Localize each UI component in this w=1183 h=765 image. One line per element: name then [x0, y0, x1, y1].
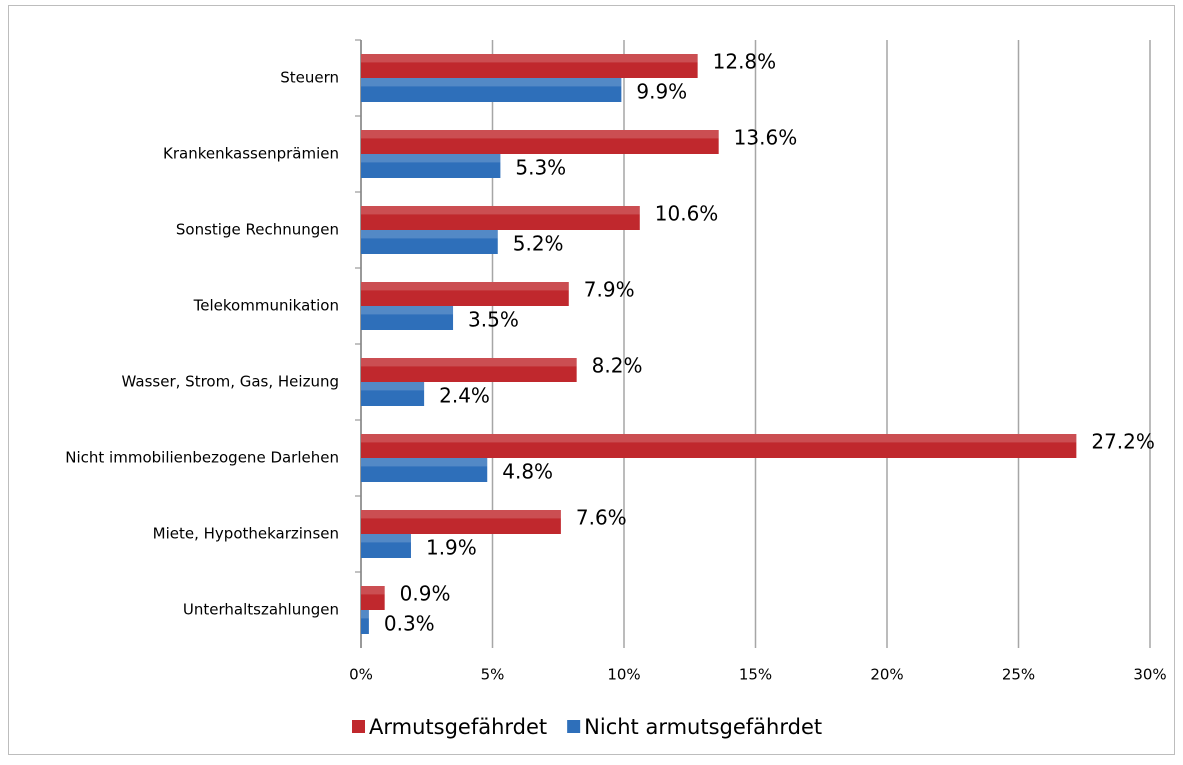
bar-highlight [361, 510, 561, 519]
y-tick-label: Steuern [280, 69, 339, 87]
bar-highlight [361, 154, 501, 163]
data-label: 27.2% [1091, 430, 1155, 454]
data-label: 7.6% [576, 506, 627, 530]
data-label: 7.9% [584, 278, 635, 302]
bar-highlight [361, 54, 698, 63]
bar [361, 510, 561, 534]
data-label: 12.8% [713, 50, 777, 74]
bar-highlight [361, 230, 498, 239]
bar [361, 54, 698, 78]
legend-swatch [567, 720, 581, 733]
y-tick-label: Telekommunikation [193, 297, 339, 315]
bar [361, 358, 577, 382]
data-label: 2.4% [439, 384, 490, 408]
bar-highlight [361, 358, 577, 367]
y-tick-label: Krankenkassenprämien [163, 145, 339, 163]
data-label: 1.9% [426, 536, 477, 560]
x-tick-label: 5% [481, 666, 505, 684]
bar-highlight [361, 382, 425, 391]
bar [361, 458, 488, 482]
x-tick-label: 10% [607, 666, 640, 684]
bar [361, 306, 454, 330]
bar-highlight [361, 306, 454, 315]
bar [361, 382, 425, 406]
bar-highlight [361, 130, 719, 139]
bar [361, 282, 569, 306]
x-tick-label: 25% [1002, 666, 1035, 684]
bar-highlight [361, 282, 569, 291]
x-tick-label: 15% [739, 666, 772, 684]
y-tick-label: Sonstige Rechnungen [176, 221, 339, 239]
data-label: 10.6% [655, 202, 719, 226]
data-label: 0.3% [384, 612, 435, 636]
bar [361, 434, 1077, 458]
bar-highlight [361, 458, 488, 467]
bar [361, 130, 719, 154]
legend-label: Armutsgefährdet [369, 715, 547, 739]
data-label: 8.2% [592, 354, 643, 378]
bar [361, 230, 498, 254]
y-tick-label: Unterhaltszahlungen [183, 601, 339, 619]
data-label: 4.8% [502, 460, 553, 484]
x-tick-label: 20% [870, 666, 903, 684]
legend-swatch [352, 720, 365, 733]
bar [361, 206, 640, 230]
data-label: 9.9% [636, 80, 687, 104]
bar-highlight [361, 610, 369, 619]
legend-label: Nicht armutsgefährdet [584, 715, 822, 739]
y-tick-label: Wasser, Strom, Gas, Heizung [122, 373, 339, 391]
data-label: 13.6% [734, 126, 798, 150]
bar-highlight [361, 78, 622, 87]
bar [361, 610, 369, 634]
data-label: 0.9% [400, 582, 451, 606]
bar [361, 586, 385, 610]
bar-highlight [361, 586, 385, 595]
y-tick-label: Nicht immobilienbezogene Darlehen [65, 449, 339, 467]
y-tick-label: Miete, Hypothekarzinsen [153, 525, 339, 543]
bar-highlight [361, 534, 411, 543]
bar [361, 154, 501, 178]
x-tick-label: 30% [1133, 666, 1166, 684]
bar-highlight [361, 206, 640, 215]
data-label: 5.2% [513, 232, 564, 256]
bar [361, 78, 622, 102]
bar [361, 534, 411, 558]
data-label: 5.3% [515, 156, 566, 180]
bar-highlight [361, 434, 1077, 443]
data-label: 3.5% [468, 308, 519, 332]
x-tick-label: 0% [349, 666, 373, 684]
